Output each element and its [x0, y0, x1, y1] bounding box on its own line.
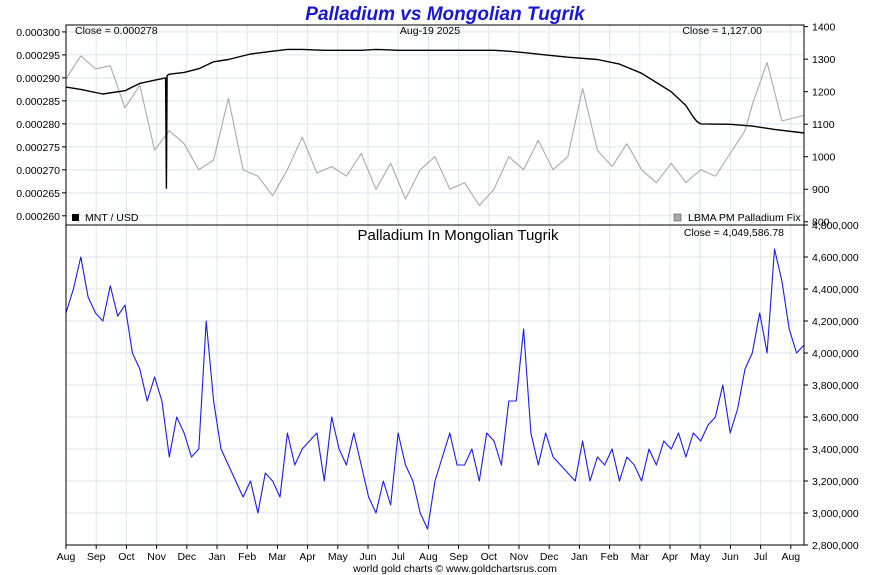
right-axis-tick-label: 1100 — [812, 119, 835, 131]
right-axis-tick-label: 900 — [812, 184, 830, 196]
left-axis-tick-label: 0.000265 — [16, 188, 60, 200]
left-axis-tick-label: 0.000300 — [16, 27, 60, 39]
x-axis-month-label: May — [328, 551, 349, 563]
left-axis-tick-label: 0.000260 — [16, 211, 60, 223]
x-axis-month-label: Jun — [360, 551, 377, 563]
right-axis-tick-label: 3,200,000 — [812, 476, 859, 488]
right-axis-tick-label: 3,400,000 — [812, 444, 859, 456]
left-axis-tick-label: 0.000275 — [16, 142, 60, 154]
x-axis-month-label: Aug — [57, 551, 76, 563]
top-right-close-label: Close = 1,127.00 — [682, 25, 762, 37]
x-axis-month-label: May — [690, 551, 711, 563]
legend-swatch-mnt — [72, 214, 79, 221]
bottom-right-close-label: Close = 4,049,586.78 — [684, 227, 784, 239]
x-axis-month-label: Jul — [391, 551, 404, 563]
right-axis-tick-label: 1000 — [812, 152, 836, 164]
x-axis-month-label: Aug — [419, 551, 438, 563]
footer-credit: world gold charts © www.goldchartsrus.co… — [352, 563, 557, 575]
right-axis-tick-label: 2,800,000 — [812, 540, 859, 552]
series-line — [65, 248, 805, 530]
x-axis-month-label: Feb — [601, 551, 619, 563]
right-axis-tick-label: 3,000,000 — [812, 508, 859, 520]
series-line — [65, 55, 805, 207]
x-axis-month-label: Jan — [571, 551, 588, 563]
bottom-right-axis-ticks: 4,800,000 4,600,000 4,400,000 4,200,000 4,00… — [804, 220, 859, 552]
x-axis-month-label: Dec — [177, 551, 196, 563]
x-axis-month-label: Apr — [299, 551, 316, 563]
bottom-panel-series — [65, 248, 805, 530]
right-axis-tick-label: 3,800,000 — [812, 380, 859, 392]
legend-label-mnt: MNT / USD — [85, 212, 139, 224]
left-axis-tick-label: 0.000280 — [16, 119, 60, 131]
x-axis-month-label: Apr — [662, 551, 679, 563]
right-axis-tick-label: 800 — [812, 217, 830, 229]
left-axis-tick-label: 0.000270 — [16, 165, 60, 177]
x-axis-month-label: Mar — [631, 551, 650, 563]
x-axis-month-label: Oct — [118, 551, 134, 563]
legend-label-palladium: LBMA PM Palladium Fix — [688, 212, 801, 224]
right-axis-tick-label: 1200 — [812, 87, 836, 99]
top-panel-grid — [66, 25, 804, 225]
legend-swatch-palladium — [673, 213, 682, 222]
x-axis-month-label: Feb — [238, 551, 256, 563]
left-axis-tick-label: 0.000295 — [16, 50, 60, 62]
top-left-axis-ticks: 0.000300 0.000295 0.000290 0.000285 0.000280… — [16, 27, 66, 223]
right-axis-tick-label: 4,200,000 — [812, 316, 859, 328]
right-axis-tick-label: 4,800,000 — [812, 220, 859, 232]
right-axis-tick-label: 4,000,000 — [812, 348, 859, 360]
top-right-axis-ticks: 1400 1300 1200 1100 1000 900 800 — [804, 22, 836, 229]
right-axis-tick-label: 4,600,000 — [812, 252, 859, 264]
x-axis-month-label: Jan — [209, 551, 226, 563]
right-axis-tick-label: 3,600,000 — [812, 412, 859, 424]
top-left-close-label: Close = 0.000278 — [75, 25, 158, 37]
right-axis-tick-label: 1400 — [812, 22, 836, 34]
x-axis-ticks: Aug Sep Oct Nov Dec Jan Feb Mar Apr May Jun Jul Aug S… — [57, 545, 800, 563]
x-axis-month-label: Nov — [510, 551, 529, 563]
chart-title: Palladium vs Mongolian Tugrik — [305, 4, 586, 25]
right-axis-tick-label: 1300 — [812, 54, 836, 66]
x-axis-month-label: Sep — [87, 551, 106, 563]
left-axis-tick-label: 0.000285 — [16, 96, 60, 108]
top-panel-series — [65, 48, 805, 207]
x-axis-month-label: Nov — [147, 551, 166, 563]
top-date-label: Aug-19 2025 — [400, 25, 460, 37]
x-axis-month-label: Sep — [449, 551, 468, 563]
series-line — [65, 48, 805, 189]
x-axis-month-label: Jun — [722, 551, 739, 563]
x-axis-month-label: Jul — [754, 551, 767, 563]
bottom-panel-grid — [66, 224, 804, 546]
x-axis-month-label: Mar — [268, 551, 287, 563]
x-axis-month-label: Oct — [481, 551, 497, 563]
left-axis-tick-label: 0.000290 — [16, 73, 60, 85]
bottom-panel-title: Palladium In Mongolian Tugrik — [358, 227, 559, 244]
x-axis-month-label: Dec — [540, 551, 559, 563]
right-axis-tick-label: 4,400,000 — [812, 284, 859, 296]
x-axis-month-label: Aug — [781, 551, 800, 563]
